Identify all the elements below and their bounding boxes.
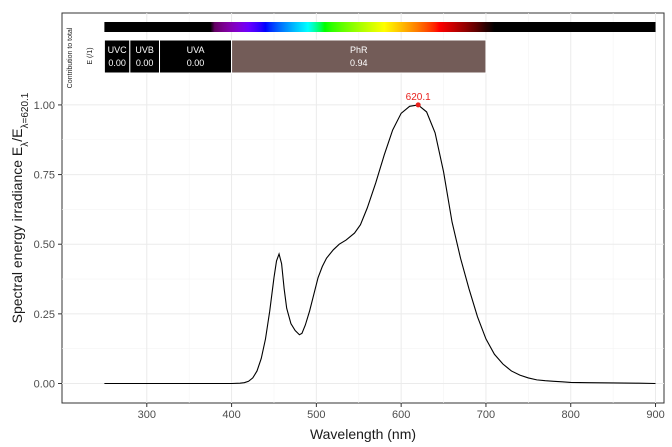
peak-label: 620.1 (406, 92, 431, 103)
x-tick-label: 600 (392, 409, 410, 421)
band-value: 0.00 (136, 58, 154, 68)
y-axis-title-sub1: λ (20, 142, 31, 147)
y-tick-label: 0.00 (34, 379, 55, 391)
x-tick-label: 300 (138, 409, 156, 421)
band-rect (159, 39, 233, 74)
band-value: 0.00 (108, 58, 126, 68)
y-axis-title-prefix: Spectral energy irradiance E (9, 147, 25, 324)
x-tick-label: 800 (562, 409, 580, 421)
spectrum-color-bar (104, 22, 656, 32)
band-value: 0.94 (350, 58, 368, 68)
y-tick-label: 0.25 (34, 309, 55, 321)
x-tick-label: 700 (477, 409, 495, 421)
band-rect (231, 39, 487, 74)
plot-panel (61, 12, 665, 404)
band-name: PhR (350, 45, 368, 55)
band-uvc: UVC 0.00 (103, 39, 131, 74)
peak-point (415, 102, 421, 108)
band-uva: UVA 0.00 (159, 39, 233, 74)
y-tick-label: 1.00 (34, 100, 55, 112)
y-axis-title: Spectral energy irradiance Eλ/Eλ=620.1 (9, 92, 31, 323)
band-phr: PhR 0.94 (231, 39, 487, 74)
band-value: 0.00 (187, 58, 205, 68)
contribution-unit-label: E (/1) (87, 47, 94, 64)
band-uvb: UVB 0.00 (129, 39, 161, 74)
band-rect (103, 39, 131, 74)
band-name: UVB (135, 45, 154, 55)
x-axis-ticks: 300 400 500 600 700 800 900 (138, 403, 665, 421)
contribution-side-label: Contribution to total (67, 27, 74, 88)
band-name: UVA (187, 45, 205, 55)
y-tick-label: 0.75 (34, 170, 55, 182)
series-line (104, 104, 656, 385)
x-tick-label: 500 (307, 409, 325, 421)
y-axis-ticks: 0.00 0.25 0.50 0.75 1.00 (34, 100, 62, 391)
x-axis-title: Wavelength (nm) (310, 426, 416, 442)
minor-gridlines (62, 13, 664, 403)
y-tick-label: 0.50 (34, 239, 55, 251)
x-tick-label: 400 (222, 409, 240, 421)
band-name: UVC (108, 45, 128, 55)
x-tick-label: 900 (646, 409, 664, 421)
band-rect (129, 39, 161, 74)
y-axis-title-sub2: λ=620.1 (20, 92, 31, 128)
contribution-bands: UVC 0.00 UVB 0.00 UVA 0.00 PhR 0.94 (103, 39, 487, 74)
y-axis-title-sep: /E (9, 128, 25, 141)
